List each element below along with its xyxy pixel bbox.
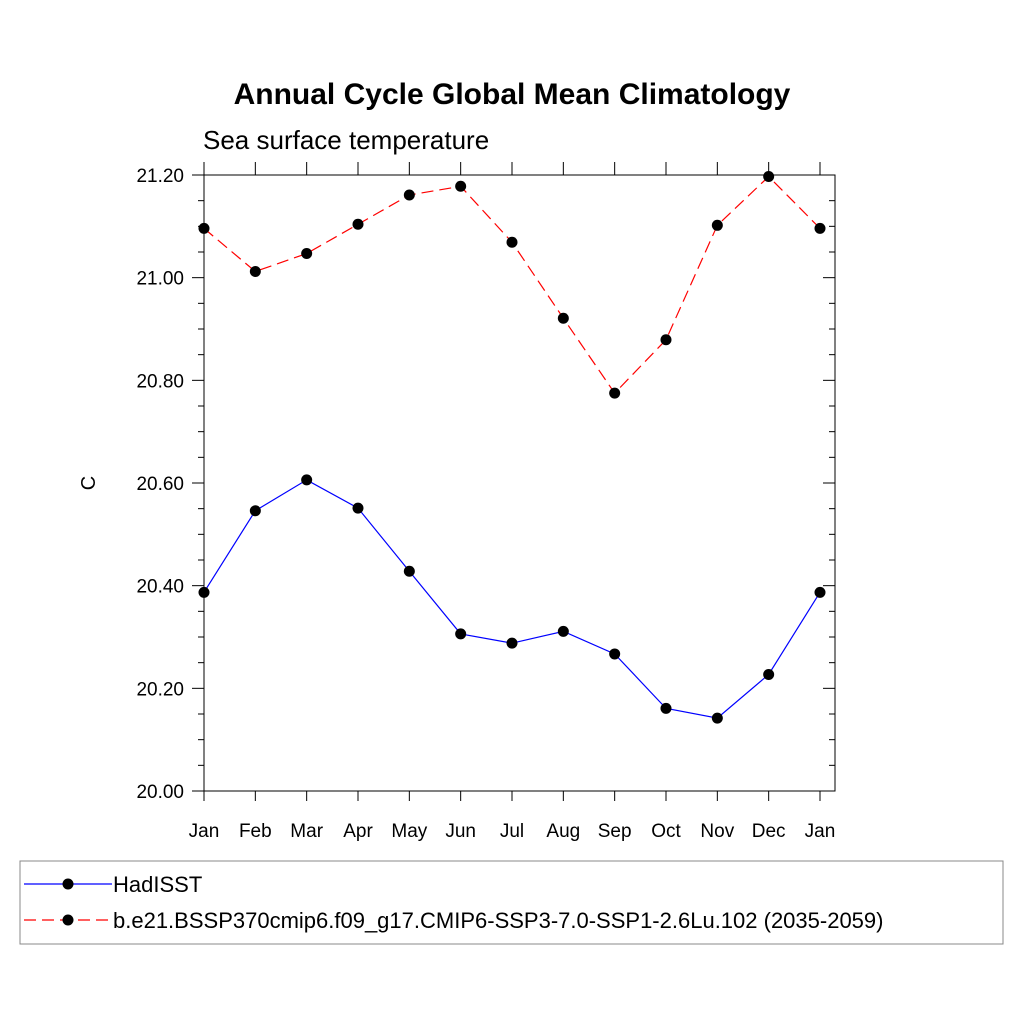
data-point [814, 586, 826, 598]
legend: HadISST b.e21.BSSP370cmip6.f09_g17.CMIP6-… [24, 872, 883, 933]
x-tick-label: Feb [239, 821, 272, 842]
legend-box [19, 860, 1004, 945]
data-point [352, 218, 364, 230]
y-tick-label: 20.80 [136, 371, 184, 392]
data-point [711, 219, 723, 231]
legend-label: HadISST [113, 872, 202, 897]
x-tick-label: Dec [752, 821, 786, 842]
series-2 [198, 171, 826, 399]
y-tick-label: 20.00 [136, 782, 184, 803]
series-line [203, 175, 821, 395]
data-point [301, 474, 313, 486]
x-tick-label: Mar [290, 821, 323, 842]
data-point [609, 387, 621, 399]
data-point [249, 505, 261, 517]
x-tick-label: Aug [546, 821, 580, 842]
legend-label: b.e21.BSSP370cmip6.f09_g17.CMIP6-SSP3-7.… [113, 908, 883, 933]
data-point [609, 648, 621, 660]
y-tick-label: 20.40 [136, 577, 184, 598]
legend-marker [62, 878, 74, 890]
data-point [198, 222, 210, 234]
data-point [557, 312, 569, 324]
data-point [506, 637, 518, 649]
x-tick-label: May [391, 821, 427, 842]
chart-subtitle: Sea surface temperature [203, 125, 489, 155]
x-tick-label: Jun [445, 821, 476, 842]
data-point [814, 222, 826, 234]
data-point [403, 189, 415, 201]
plot-axes: 20.00 20.20 20.40 20.60 20.80 21.00 21.20 Jan Fe… [136, 162, 836, 842]
data-point [455, 628, 467, 640]
data-point [763, 668, 775, 680]
x-tick-label: Jan [805, 821, 836, 842]
x-tick-label: Oct [651, 821, 681, 842]
data-point [557, 625, 569, 637]
y-tick-label: 20.20 [136, 679, 184, 700]
data-point [455, 180, 467, 192]
x-tick-label: Jan [189, 821, 220, 842]
data-point [301, 248, 313, 260]
data-point [763, 171, 775, 183]
data-point [660, 702, 672, 714]
y-tick-label: 20.60 [136, 474, 184, 495]
x-tick-label: Jul [500, 821, 524, 842]
data-point [198, 586, 210, 598]
series-1 [198, 474, 826, 724]
series-layer [198, 171, 826, 724]
chart-title: Annual Cycle Global Mean Climatology [234, 78, 791, 111]
series-line [203, 479, 821, 719]
y-axis-label: C [78, 476, 100, 490]
data-point [403, 565, 415, 577]
data-point [249, 266, 261, 278]
legend-marker [62, 914, 74, 926]
y-tick-label: 21.00 [136, 269, 184, 290]
y-tick-label: 21.20 [136, 166, 184, 187]
x-tick-label: Nov [700, 821, 734, 842]
data-point [660, 334, 672, 346]
data-point [711, 712, 723, 724]
data-point [506, 236, 518, 248]
x-tick-label: Apr [343, 821, 373, 842]
data-point [352, 502, 364, 514]
x-tick-label: Sep [598, 821, 632, 842]
